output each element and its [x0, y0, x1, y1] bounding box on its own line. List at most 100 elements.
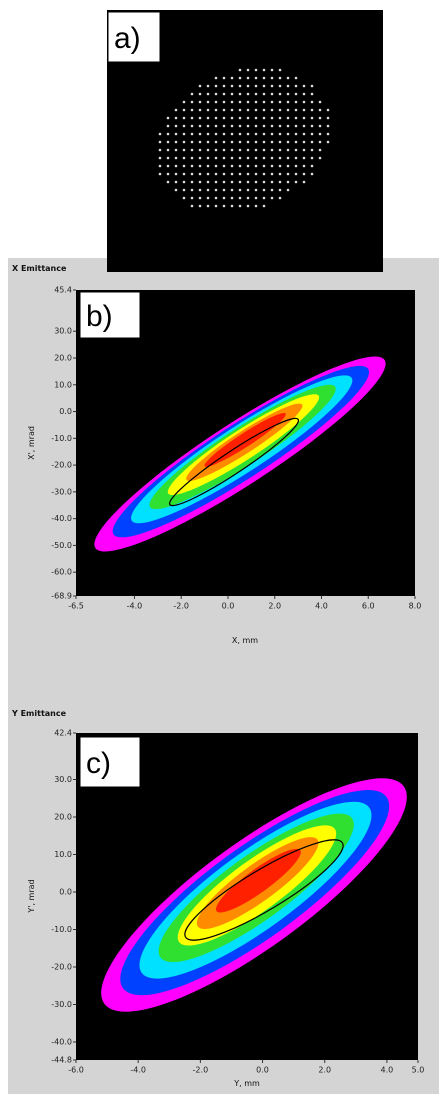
beamlet — [247, 157, 250, 160]
beamlet — [247, 149, 250, 152]
beamlet — [319, 141, 322, 144]
beamlet — [183, 197, 186, 200]
beamlet — [311, 133, 314, 136]
beamlet — [319, 149, 322, 152]
beamlet — [239, 125, 242, 128]
beamlet — [223, 157, 226, 160]
beamlet — [255, 125, 258, 128]
beamlet — [263, 141, 266, 144]
beamlet — [159, 165, 162, 168]
beamlet — [303, 165, 306, 168]
beamlet — [279, 149, 282, 152]
beamlet — [231, 109, 234, 112]
x-tick-label: -4.0 — [130, 1066, 146, 1075]
y-tick-label: -20.0 — [51, 461, 72, 470]
beamlet — [271, 149, 274, 152]
y-tick-label: 20.0 — [54, 354, 72, 363]
beamlet — [159, 157, 162, 160]
beamlet — [191, 173, 194, 176]
beamlet — [223, 165, 226, 168]
beamlet — [311, 117, 314, 120]
beamlet — [239, 109, 242, 112]
beamlet — [295, 125, 298, 128]
beamlet — [279, 77, 282, 80]
beamlet — [175, 125, 178, 128]
beamlet — [263, 69, 266, 72]
beamlet — [327, 117, 330, 120]
beamlet — [223, 101, 226, 104]
beamlet — [295, 149, 298, 152]
beamlet — [319, 125, 322, 128]
y-tick-label: -40.0 — [51, 514, 72, 523]
beamlet — [279, 117, 282, 120]
beamlet — [191, 141, 194, 144]
beamlet — [303, 85, 306, 88]
beamlet — [207, 165, 210, 168]
beamlet — [207, 117, 210, 120]
panel-label: c) — [86, 747, 111, 780]
beamlet — [303, 101, 306, 104]
beamlet — [207, 181, 210, 184]
beamlet — [231, 173, 234, 176]
beamlet — [287, 157, 290, 160]
beamlet — [175, 141, 178, 144]
beamlet — [247, 69, 250, 72]
figure: a) X Emittance b) X, mm X', mrad Y Emitt… — [0, 0, 439, 1094]
beamlet — [263, 85, 266, 88]
beamlet — [271, 181, 274, 184]
x-axis-label: X, mm — [232, 636, 258, 645]
beamlet — [255, 173, 258, 176]
beamlet — [215, 141, 218, 144]
beamlet — [327, 133, 330, 136]
y-tick-label: 45.4 — [54, 286, 72, 295]
beamlet — [239, 181, 242, 184]
beamlet — [223, 133, 226, 136]
beamlet — [271, 125, 274, 128]
beamlet — [223, 117, 226, 120]
beamlet — [239, 101, 242, 104]
beamlet — [263, 125, 266, 128]
y-tick-label: -44.8 — [51, 1056, 72, 1065]
beamlet — [231, 133, 234, 136]
beamlet — [303, 93, 306, 96]
beamlet — [199, 189, 202, 192]
y-tick-label: 30.0 — [54, 775, 72, 784]
beamlet — [271, 157, 274, 160]
beamlet — [167, 125, 170, 128]
beamlet — [287, 181, 290, 184]
beamlet — [231, 117, 234, 120]
beamlet — [175, 181, 178, 184]
beamlet — [191, 157, 194, 160]
beamlet — [191, 133, 194, 136]
beamlet — [207, 85, 210, 88]
beamlet — [295, 165, 298, 168]
x-axis-label: Y, mm — [233, 1079, 260, 1088]
beamlet — [271, 69, 274, 72]
beamlet — [247, 133, 250, 136]
beamlet — [271, 101, 274, 104]
beamlet — [319, 109, 322, 112]
panel-label: a) — [114, 22, 141, 55]
beamlet — [239, 141, 242, 144]
beamlet — [215, 93, 218, 96]
beamlet — [231, 141, 234, 144]
beamlet — [247, 189, 250, 192]
beamlet — [167, 157, 170, 160]
beamlet — [279, 101, 282, 104]
beamlet — [279, 109, 282, 112]
beamlet — [223, 181, 226, 184]
beamlet — [231, 181, 234, 184]
beamlet — [239, 189, 242, 192]
beamlet — [271, 93, 274, 96]
beamlet — [199, 141, 202, 144]
beamlet — [255, 77, 258, 80]
beamlet — [311, 109, 314, 112]
beamlet — [311, 141, 314, 144]
beamlet — [327, 109, 330, 112]
beamlet — [271, 117, 274, 120]
beamlet — [319, 101, 322, 104]
beamlet — [279, 141, 282, 144]
beamlet — [183, 189, 186, 192]
beamlet — [247, 165, 250, 168]
beamlet — [311, 125, 314, 128]
